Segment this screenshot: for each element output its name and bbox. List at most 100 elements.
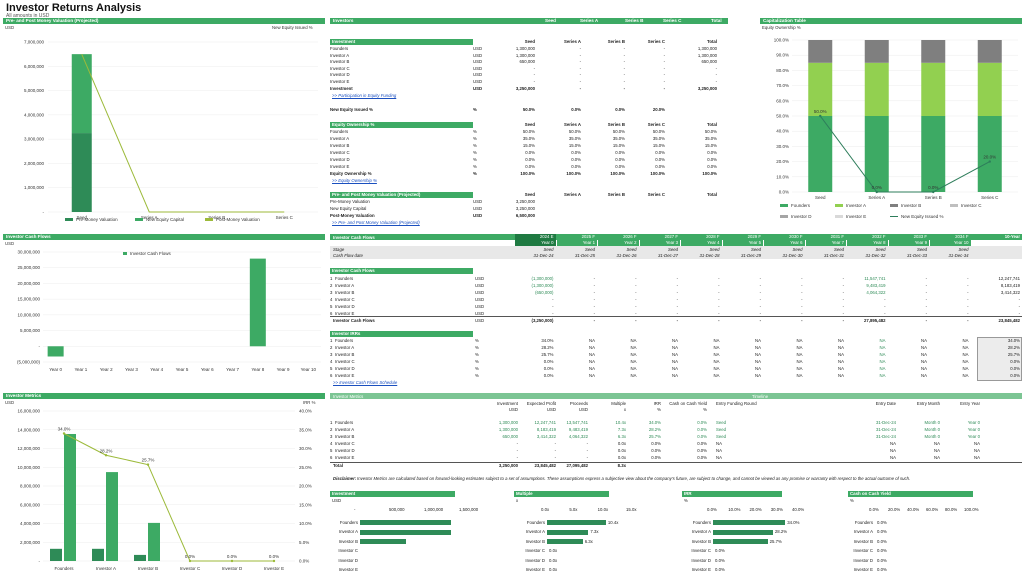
mini-irr-bar: [713, 539, 768, 544]
row-value: NA: [879, 338, 886, 343]
cf-sub2: Investor IRRs: [330, 331, 473, 337]
investment-row-cell: -: [623, 65, 625, 71]
ownership-row-cell: Investor B: [330, 143, 350, 148]
row-unit: USD: [475, 318, 485, 323]
y-tick-label: 10,000,000: [17, 312, 40, 317]
year-label: 2024 E: [539, 234, 554, 239]
legend-swatch: [205, 218, 213, 221]
row-name: Founders: [335, 338, 354, 343]
cf-chart-title: Investor Cash Flows: [6, 234, 51, 239]
investment-row-cell: -: [663, 52, 665, 58]
bar-pre-money: [71, 133, 92, 212]
row-value: NA: [796, 352, 803, 357]
cf-schedule-link[interactable]: >> Investor Cash Flows Schedule: [333, 380, 398, 385]
ownership-row-cell: 0.0%: [615, 157, 625, 162]
year-number: Year 8: [873, 240, 886, 245]
row-value: -: [759, 283, 761, 288]
im-row-num: 4: [330, 441, 333, 446]
row-value: -: [676, 283, 678, 288]
investment-row-cell: -: [715, 78, 717, 84]
y-tick-label: 100.0%: [774, 38, 789, 43]
row-total: -: [1018, 297, 1020, 302]
im-cell: 0.0%: [697, 434, 707, 439]
ownership-total-cell: 0.0%: [707, 150, 717, 155]
row-value: -: [801, 297, 803, 302]
im-cell: 0.0%: [697, 448, 707, 453]
row-value: -: [842, 318, 844, 323]
participation-link[interactable]: >> Participation in Equity Funding: [332, 93, 397, 98]
im-col-unit: x: [623, 407, 626, 412]
row-value: NA: [879, 352, 886, 357]
x-tick-label: Year 0: [49, 367, 62, 372]
pp-row-cell: Pre-Money Valuation: [330, 199, 370, 204]
mini-irr-tick: 20.0%: [749, 507, 762, 512]
cf-bar: [249, 258, 266, 347]
row-value: NA: [713, 352, 720, 357]
row-value: -: [676, 304, 678, 309]
mini-coc-tick: 100.0%: [964, 507, 979, 512]
stage-band: [330, 246, 1022, 259]
investment-row-cell: -: [715, 65, 717, 71]
mini-coc-tick: 80.0%: [945, 507, 958, 512]
date-cell: 31-Dec-30: [782, 253, 803, 258]
y2-tick-label: 10.0%: [299, 521, 312, 526]
row-value: 0.0%: [543, 373, 554, 378]
mini-multiple-name: Investor C: [525, 548, 545, 553]
ownership-total-cell: %: [473, 171, 477, 176]
row-value: NA: [838, 338, 844, 343]
mini-investment-bar: [360, 520, 451, 525]
investors-col-series-b: Series B: [625, 18, 644, 23]
im-row-num: 3: [330, 434, 333, 439]
investment-row-cell: USD: [473, 65, 483, 71]
year-label: 2034 F: [955, 234, 969, 239]
im-col-unit: USD: [546, 407, 556, 412]
pp-link[interactable]: >> Pre- and Post Money Valuation (Projec…: [332, 220, 420, 225]
mini-irr-bar: [713, 529, 773, 535]
ownership-row-cell: 0.0%: [525, 157, 535, 162]
legend-swatch: [123, 252, 127, 255]
mini-coc-tick: 40.0%: [907, 507, 920, 512]
row-name: Investor A: [335, 345, 355, 350]
page-subtitle: All amounts in USD: [6, 13, 50, 19]
y-tick-label: 14,000,000: [17, 427, 40, 432]
im-total-cell: 8.3x: [617, 463, 626, 468]
year-number: Year 9: [914, 240, 927, 245]
row-value: -: [925, 290, 927, 295]
mini-investment-bar: [360, 529, 451, 535]
year-number: Year 0: [541, 240, 554, 245]
year-head: [722, 234, 763, 246]
ownership-row-cell: 0.0%: [615, 150, 625, 155]
irr-label: 0.0%: [185, 554, 195, 559]
mini-investment-name: Founders: [339, 519, 358, 525]
row-value: NA: [589, 366, 595, 371]
row-value: NA: [755, 338, 761, 343]
row-name: Investor E: [335, 373, 355, 378]
cf-title: Investor Cash Flows: [333, 234, 375, 240]
row-value: -: [842, 304, 844, 309]
ownership-row-cell: %: [473, 129, 477, 134]
row-num: 5: [330, 366, 333, 371]
pp-row-cell: 6,500,000: [515, 213, 535, 218]
ownership-row-cell: 35.0%: [522, 136, 535, 141]
valuation-legend-top: New Equity Issued %: [272, 25, 313, 30]
row-value: NA: [879, 373, 886, 378]
row-name: Investor B: [335, 290, 355, 295]
bar-investment: [92, 548, 104, 561]
im-cell: 31-Dec-24: [875, 434, 896, 439]
row-total: 28.2%: [1007, 345, 1020, 350]
investment-row-cell: -: [623, 59, 625, 64]
y2-tick-label: 20.0%: [299, 484, 312, 489]
x-tick-label: Year 4: [150, 367, 163, 372]
new-equity-line: [819, 115, 990, 193]
im-row-num: 6: [330, 455, 333, 460]
x-tick-label: Year 1: [74, 367, 87, 372]
date-cell: 31-Dec-31: [823, 253, 844, 258]
irr-point: [230, 559, 234, 563]
im-cell: 12,247,741: [534, 420, 556, 425]
row-value: -: [801, 311, 803, 316]
equity-ownership-link[interactable]: >> Equity Ownership %: [332, 178, 377, 183]
mini-multiple-name: Founders: [526, 519, 545, 525]
row-value: -: [925, 297, 927, 302]
row-name: Investor C: [335, 297, 355, 302]
row-unit: USD: [475, 276, 485, 281]
